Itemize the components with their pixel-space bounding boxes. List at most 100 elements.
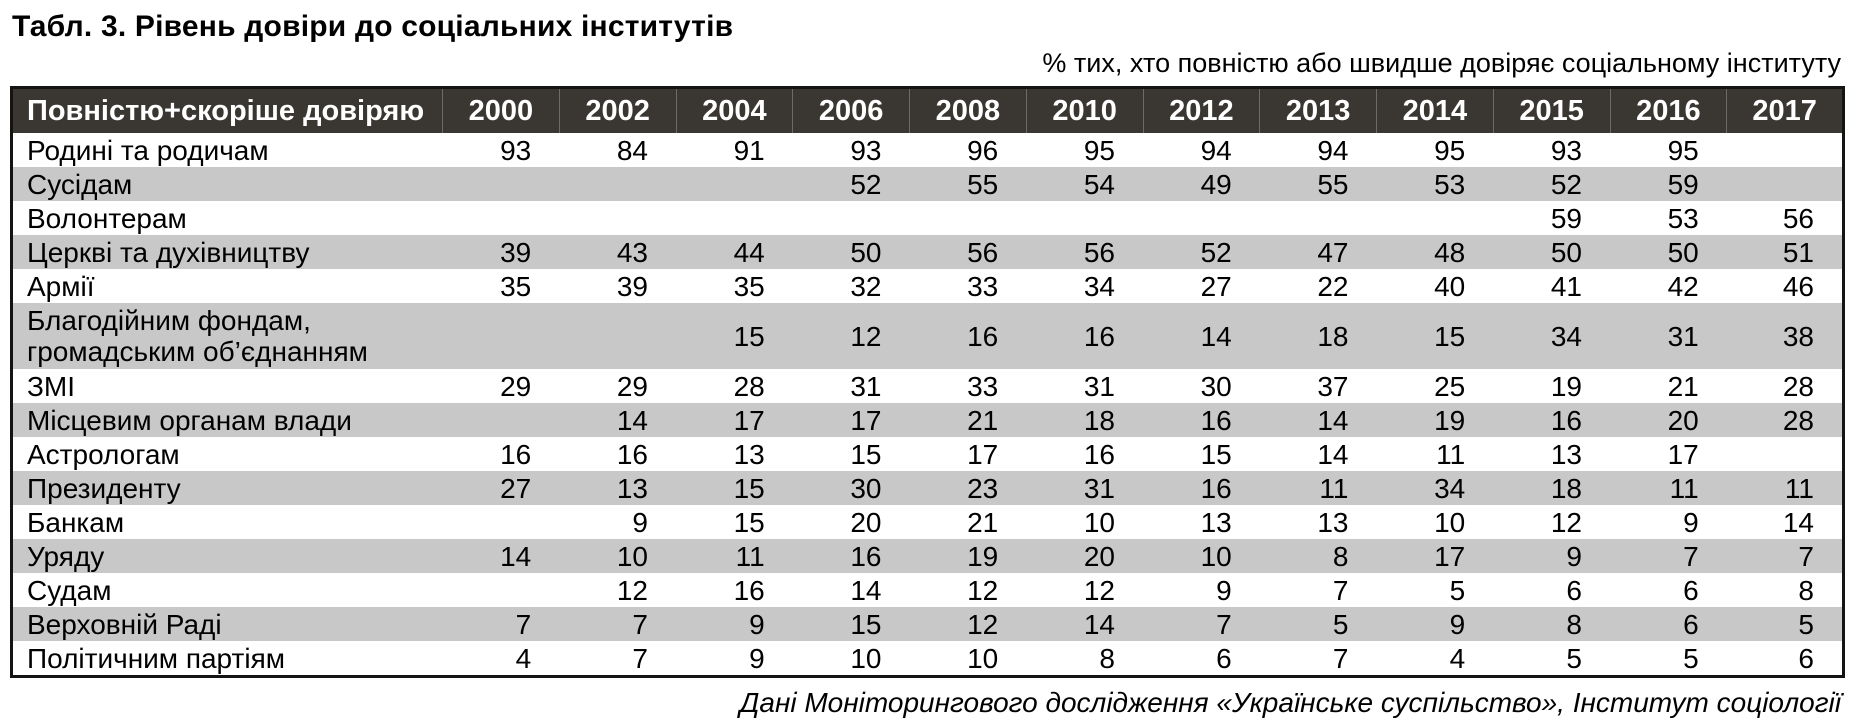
value-cell: 7: [1332, 642, 1349, 674]
value-cell: 28: [1782, 404, 1814, 436]
value-cell: 9: [632, 506, 648, 538]
value-cell: 93: [850, 134, 882, 166]
value-cell: 16: [1200, 472, 1232, 504]
value-cell: 43: [616, 236, 648, 268]
value-cell: 59: [1667, 168, 1699, 200]
value-cell: 32: [850, 270, 882, 302]
header-row: Повністю+скоріше довіряю 2000 2002 2004 200…: [11, 87, 1844, 133]
value-cell: 39: [616, 270, 648, 302]
row-label-cell: Родині та родичам: [27, 134, 269, 166]
year-header-cell: 2012: [1142, 87, 1260, 133]
value-cell: 34: [1550, 320, 1582, 352]
value-cell: 6: [1216, 642, 1232, 674]
value-cell: 4: [515, 642, 532, 674]
row-label-cell: Місцевим органам влади: [27, 404, 352, 436]
value-cell: 11: [1784, 472, 1814, 504]
value-cell: 21: [967, 506, 999, 538]
value-cell: 17: [1434, 540, 1466, 572]
value-cell: 16: [1083, 438, 1115, 470]
value-cell: 6: [1683, 574, 1699, 606]
value-cell: 7: [1798, 540, 1814, 572]
value-cell: 12: [850, 320, 882, 352]
value-cell: 44: [733, 236, 765, 268]
value-cell: 6: [1566, 574, 1582, 606]
value-cell: 22: [1317, 270, 1349, 302]
value-cell: 5: [1449, 574, 1466, 606]
header-label-cell: Повністю+скоріше довіряю: [11, 87, 443, 133]
value-cell: 29: [500, 370, 532, 402]
value-cell: [443, 201, 560, 235]
value-cell: 40: [1434, 270, 1466, 302]
value-cell: 16: [733, 574, 765, 606]
value-cell: 16: [500, 438, 532, 470]
value-cell: 11: [1319, 472, 1349, 504]
value-cell: 13: [733, 438, 765, 470]
row-label-cell: Церкві та духівництву: [27, 236, 310, 268]
value-cell: 16: [850, 540, 882, 572]
value-cell: 11: [1436, 438, 1466, 470]
value-cell: 16: [1550, 404, 1582, 436]
value-cell: 56: [1083, 236, 1115, 268]
value-cell: 13: [1200, 506, 1232, 538]
table-row: Церкві та духівництву 39 43 44 50 56 56 52 47 48 5…: [11, 235, 1844, 269]
value-cell: 12: [1083, 574, 1115, 606]
value-cell: 38: [1782, 320, 1814, 352]
year-header-cell: 2017: [1726, 87, 1844, 133]
value-cell: [910, 201, 1027, 235]
year-header-cell: 2008: [909, 87, 1027, 133]
table-body: Родині та родичам 93 84 91 93 96 95 94 94 95 93 95 С…: [11, 133, 1844, 677]
value-cell: [1143, 201, 1260, 235]
value-cell: 50: [850, 236, 882, 268]
value-cell: 29: [616, 370, 648, 402]
row-label-cell: Волонтерам: [27, 202, 187, 234]
value-cell: 17: [850, 404, 882, 436]
value-cell: 17: [1667, 438, 1699, 470]
table-subtitle: % тих, хто повністю або швидше довіряє с…: [1042, 48, 1841, 78]
value-cell: 9: [1216, 574, 1232, 606]
value-cell: 31: [1083, 370, 1115, 402]
value-cell: 96: [967, 134, 999, 166]
value-cell: 30: [850, 472, 882, 504]
value-cell: 54: [1083, 168, 1115, 200]
row-label-cell: Уряду: [27, 540, 105, 572]
value-cell: 34: [1083, 270, 1115, 302]
value-cell: 9: [1683, 506, 1699, 538]
value-cell: [559, 167, 676, 201]
value-cell: 10: [850, 642, 882, 674]
value-cell: 28: [1782, 370, 1814, 402]
year-header-cell: 2000: [442, 87, 560, 133]
row-label-cell: Армії: [27, 270, 95, 302]
value-cell: 50: [1550, 236, 1582, 268]
value-cell: [1727, 133, 1844, 167]
value-cell: 39: [500, 236, 532, 268]
value-cell: [676, 167, 793, 201]
value-cell: 55: [967, 168, 999, 200]
table-row: Місцевим органам влади 14 17 17 21 18 16 14 19 16…: [11, 403, 1844, 437]
value-cell: [443, 573, 560, 607]
value-cell: 8: [1798, 574, 1814, 606]
value-cell: 47: [1317, 236, 1349, 268]
value-cell: 6: [1798, 642, 1814, 674]
value-cell: 13: [616, 472, 648, 504]
year-header-cell: 2015: [1492, 87, 1610, 133]
value-cell: [443, 403, 560, 437]
table-title: Табл. 3. Рівень довіри до соціальних інс…: [12, 10, 734, 43]
value-cell: 10: [967, 642, 999, 674]
row-label-cell: Банкам: [27, 506, 125, 538]
value-cell: 41: [1550, 270, 1582, 302]
value-cell: 10: [1434, 506, 1466, 538]
value-cell: [443, 505, 560, 539]
value-cell: 35: [733, 270, 765, 302]
value-cell: 25: [1434, 370, 1466, 402]
table-row: Політичним партіям 4 7 9 10 10 8 6 7 4 5 5 6: [12, 641, 1844, 677]
row-label-cell: Благодійним фондам, громадським об’єднан…: [27, 305, 368, 367]
value-cell: 51: [1782, 236, 1814, 268]
value-cell: 56: [967, 236, 999, 268]
value-cell: 31: [1667, 320, 1699, 352]
table-head: Повністю+скоріше довіряю 2000 2002 2004 200…: [11, 87, 1844, 133]
table-row: Сусідам 52 55 54 49 55 53 52 59: [11, 167, 1844, 201]
value-cell: 52: [850, 168, 882, 200]
value-cell: 13: [1550, 438, 1582, 470]
value-cell: 7: [632, 608, 648, 640]
value-cell: 15: [1434, 320, 1466, 352]
